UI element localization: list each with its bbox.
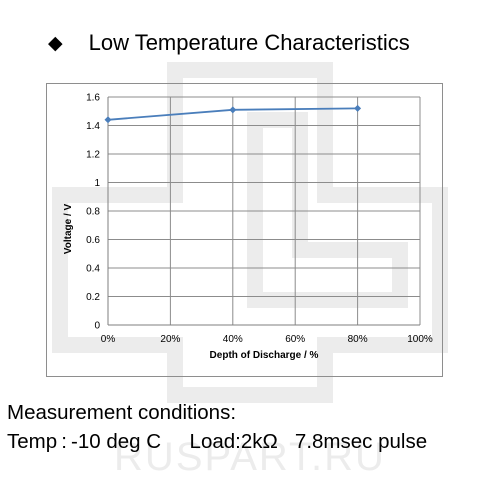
chart-heading: ◆ Low Temperature Characteristics xyxy=(48,30,410,56)
y-tick-label: 0.4 xyxy=(86,264,100,275)
y-tick-label: 0.6 xyxy=(86,235,100,246)
y-tick-label: 1.6 xyxy=(86,93,100,104)
x-tick-label: 40% xyxy=(223,334,243,345)
y-axis-label: Voltage / V xyxy=(63,203,74,254)
condition-load: Load:2kΩ xyxy=(189,430,278,453)
tick-labels: 0 0.2 0.4 0.6 0.8 1 1.2 1.4 1.6 0% 20% 40% 60% 80% 100… xyxy=(86,93,433,346)
axes xyxy=(107,97,420,326)
x-tick-label: 0% xyxy=(101,334,116,345)
data-point xyxy=(354,104,362,112)
heading-title: Low Temperature Characteristics xyxy=(88,30,410,55)
y-tick-label: 1.2 xyxy=(86,150,100,161)
diamond-bullet-icon: ◆ xyxy=(48,32,63,54)
y-tick-label: 0.8 xyxy=(86,207,100,218)
grid-lines xyxy=(108,96,421,325)
measurement-conditions: Measurement conditions: Temp : -10 deg C… xyxy=(7,398,427,456)
y-tick-label: 1.4 xyxy=(86,121,100,132)
conditions-values: Temp : -10 deg C Load:2kΩ 7.8msec pulse xyxy=(7,427,427,456)
chart-frame xyxy=(46,83,443,377)
x-tick-label: 100% xyxy=(407,334,433,345)
x-axis-label: Depth of Discharge / % xyxy=(210,350,319,361)
condition-temp: Temp : -10 deg C xyxy=(7,430,162,453)
y-tick-label: 1 xyxy=(94,178,100,189)
x-tick-label: 60% xyxy=(285,334,305,345)
data-point xyxy=(229,106,237,114)
condition-pulse: 7.8msec pulse xyxy=(294,430,428,453)
data-point xyxy=(104,116,112,124)
x-tick-label: 80% xyxy=(348,334,368,345)
y-tick-label: 0 xyxy=(94,321,100,332)
x-tick-label: 20% xyxy=(160,334,180,345)
conditions-heading: Measurement conditions: xyxy=(7,401,237,424)
y-tick-label: 0.2 xyxy=(86,292,100,303)
series-layer xyxy=(104,104,362,124)
